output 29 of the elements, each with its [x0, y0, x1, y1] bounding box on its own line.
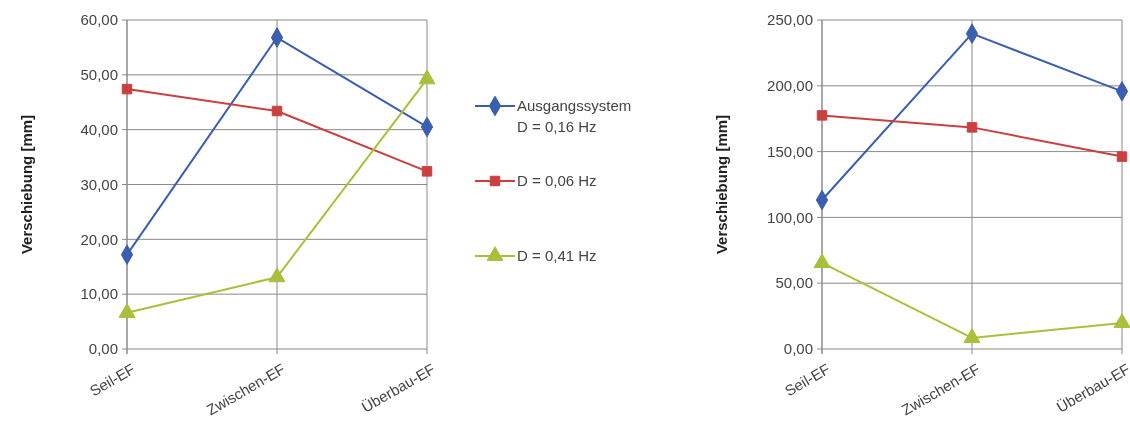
y-tick-label: 250,00	[767, 11, 813, 29]
point	[816, 110, 828, 121]
y-tick-label: 0,00	[88, 340, 118, 358]
y-tick-label: 10,00	[80, 285, 118, 303]
y-axis-title: Verschiebung [mm]	[18, 114, 35, 255]
y-tick-label: 50,00	[775, 274, 813, 292]
y-tick-label: 200,00	[767, 77, 813, 95]
y-tick-label: 50,00	[80, 66, 118, 84]
y-tick-label: 150,00	[767, 142, 813, 160]
point	[121, 83, 133, 95]
point	[118, 303, 136, 318]
y-tick-label: 100,00	[767, 208, 813, 226]
point	[421, 166, 433, 177]
y-tick-label: 0,00	[783, 340, 813, 358]
point	[813, 253, 831, 269]
point	[271, 105, 283, 117]
y-tick-label: 40,00	[80, 120, 118, 138]
point	[268, 267, 286, 283]
point	[1113, 313, 1130, 329]
legend-label: D = 0,06 Hz	[517, 172, 597, 190]
point	[966, 122, 978, 133]
y-tick-label: 20,00	[80, 230, 118, 248]
y-tick-label: 30,00	[80, 175, 118, 193]
point	[1116, 151, 1128, 162]
legend-label: D = 0,41 Hz	[517, 247, 597, 265]
y-tick-label: 60,00	[80, 11, 118, 29]
y-axis-title: Verschiebung [mm]	[713, 114, 730, 255]
point	[963, 328, 981, 344]
legend-label: Ausgangssystem D = 0,16 Hz	[517, 97, 632, 136]
